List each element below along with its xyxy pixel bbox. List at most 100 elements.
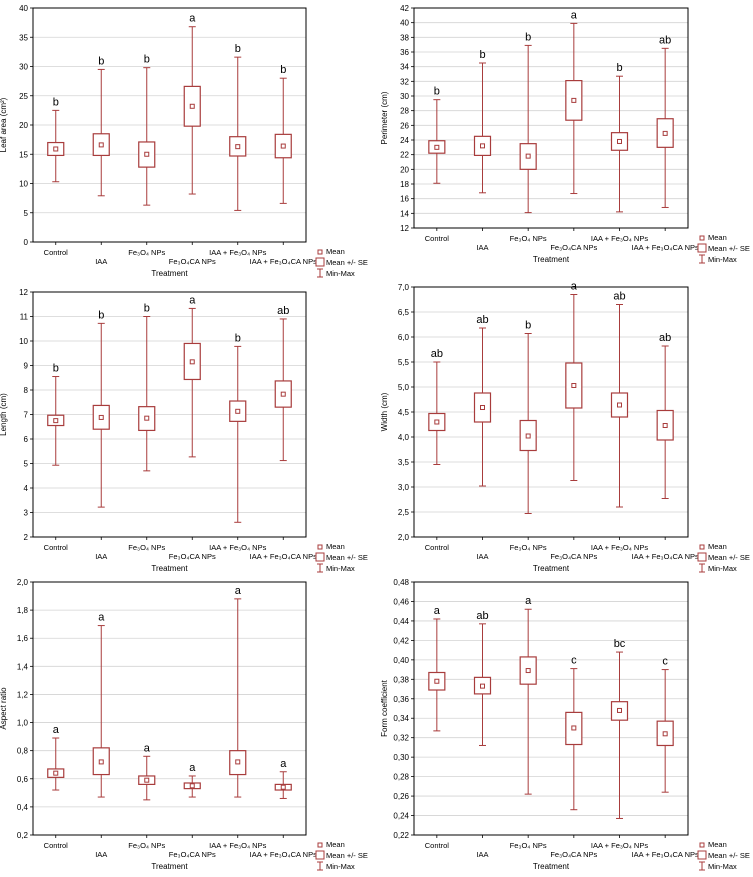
- mean-marker: [53, 770, 59, 776]
- box-group-6: c: [656, 656, 674, 793]
- box-group-1: b: [428, 86, 446, 184]
- y-tick-label: 20: [19, 121, 28, 130]
- x-tick-label: IAA + Fe₃O₄CA NPs: [250, 552, 317, 561]
- x-axis-title: Treatment: [151, 269, 188, 278]
- significance-letter: ab: [613, 291, 625, 303]
- y-tick-label: 0,6: [17, 775, 29, 784]
- y-tick-label: 22: [400, 151, 409, 160]
- significance-letter: b: [479, 49, 485, 61]
- legend-minmax-label: Min-Max: [708, 862, 737, 871]
- y-tick-label: 18: [400, 180, 409, 189]
- mean-marker: [617, 138, 622, 144]
- legend: Mean Mean +/- SE Min-Max: [697, 840, 750, 871]
- box-group-3: b: [519, 320, 537, 514]
- box-group-2: b: [92, 55, 110, 197]
- box-group-4: a: [183, 762, 201, 798]
- y-tick-label: 2,0: [17, 578, 29, 587]
- legend-se-symbol: [315, 850, 325, 860]
- x-tick-label: Control: [425, 543, 450, 552]
- significance-letter: b: [280, 64, 286, 76]
- y-tick-label: 3: [24, 509, 29, 518]
- y-tick-label: 0,8: [17, 747, 29, 756]
- x-axis-title: Treatment: [533, 564, 570, 573]
- box-group-5: bc: [610, 638, 629, 819]
- significance-letter: a: [235, 585, 242, 597]
- y-tick-label: 16: [400, 195, 409, 204]
- chart-6: 0,22 0,24 0,26 0,28 0,30 0,32 0,34 0,36 0,38 0,40…: [380, 578, 750, 871]
- mean-marker: [98, 759, 104, 765]
- significance-letter: b: [616, 62, 622, 74]
- box-group-6: b: [274, 64, 292, 204]
- box-group-4: a: [565, 9, 583, 195]
- box-group-3: b: [519, 31, 537, 214]
- y-tick-label: 5: [24, 209, 29, 218]
- y-tick-label: 1,0: [17, 719, 29, 728]
- legend: Mean Mean +/- SE Min-Max: [315, 542, 368, 573]
- significance-letter: a: [189, 762, 196, 774]
- y-tick-label: 9: [24, 362, 29, 371]
- mean-marker: [53, 418, 59, 424]
- mean-marker: [280, 391, 286, 397]
- y-tick-label: 0,30: [393, 753, 409, 762]
- mean-marker: [98, 414, 104, 420]
- box-group-4: a: [183, 13, 201, 195]
- x-tick-label: IAA + Fe₃O₄CA NPs: [250, 850, 317, 859]
- y-tick-label: 0,2: [17, 831, 29, 840]
- significance-letter: b: [525, 31, 531, 43]
- x-tick-label: IAA: [95, 257, 107, 266]
- legend-se-symbol: [315, 552, 325, 562]
- y-axis-label: Aspect ratio: [0, 687, 8, 730]
- mean-marker: [571, 725, 577, 731]
- plot-frame: [32, 291, 307, 538]
- significance-letter: b: [144, 303, 150, 315]
- x-tick-label: Control: [425, 841, 450, 850]
- x-tick-label: Fe₃O₄CA NPs: [550, 552, 597, 561]
- x-tick-label: Fe₃O₄CA NPs: [169, 552, 216, 561]
- legend-minmax-label: Min-Max: [708, 255, 737, 264]
- significance-letter: ab: [476, 314, 488, 326]
- mean-marker: [434, 678, 440, 684]
- significance-letter: a: [189, 294, 196, 306]
- legend-mean-symbol: [699, 842, 705, 848]
- mean-marker: [235, 408, 241, 414]
- mean-marker: [144, 415, 150, 421]
- mean-marker: [525, 153, 531, 159]
- y-tick-label: 4: [24, 484, 29, 493]
- box-group-4: c: [565, 655, 583, 811]
- mean-marker: [434, 419, 440, 425]
- mean-marker: [617, 402, 622, 408]
- y-tick-label: 3,5: [398, 458, 410, 467]
- significance-letter: b: [525, 320, 531, 332]
- mean-marker: [434, 144, 440, 150]
- legend-mean-label: Mean: [708, 542, 727, 551]
- y-tick-label: 7: [24, 411, 29, 420]
- mean-marker: [571, 97, 577, 103]
- legend-se-symbol: [315, 257, 325, 267]
- y-tick-label: 10: [19, 180, 28, 189]
- legend-mean-label: Mean: [326, 840, 345, 849]
- x-tick-label: IAA + Fe₃O₄CA NPs: [632, 243, 699, 252]
- box-group-2: b: [473, 49, 492, 194]
- y-tick-label: 1,6: [17, 634, 29, 643]
- significance-letter: a: [525, 595, 532, 607]
- legend: Mean Mean +/- SE Min-Max: [315, 247, 368, 278]
- plot-frame: [32, 7, 307, 243]
- y-tick-label: 0,48: [393, 578, 409, 587]
- mean-marker: [280, 143, 286, 149]
- y-tick-label: 6,0: [398, 333, 410, 342]
- mean-marker: [98, 142, 104, 148]
- mean-marker: [480, 405, 485, 410]
- mean-marker: [189, 783, 195, 789]
- box-group-6: ab: [274, 305, 292, 462]
- legend: Mean Mean +/- SE Min-Max: [315, 840, 368, 871]
- y-tick-label: 0,38: [393, 675, 409, 684]
- y-tick-label: 14: [400, 209, 409, 218]
- y-axis-label: Form coefficient: [380, 679, 389, 737]
- y-tick-label: 42: [400, 4, 409, 13]
- legend-minmax-label: Min-Max: [326, 564, 355, 573]
- legend-mean-symbol: [317, 544, 323, 550]
- significance-letter: a: [144, 742, 151, 754]
- x-tick-label: Fe₃O₄CA NPs: [169, 257, 216, 266]
- legend-se-label: Mean +/- SE: [708, 244, 750, 253]
- x-tick-label: IAA + Fe₃O₄ NPs: [209, 543, 266, 552]
